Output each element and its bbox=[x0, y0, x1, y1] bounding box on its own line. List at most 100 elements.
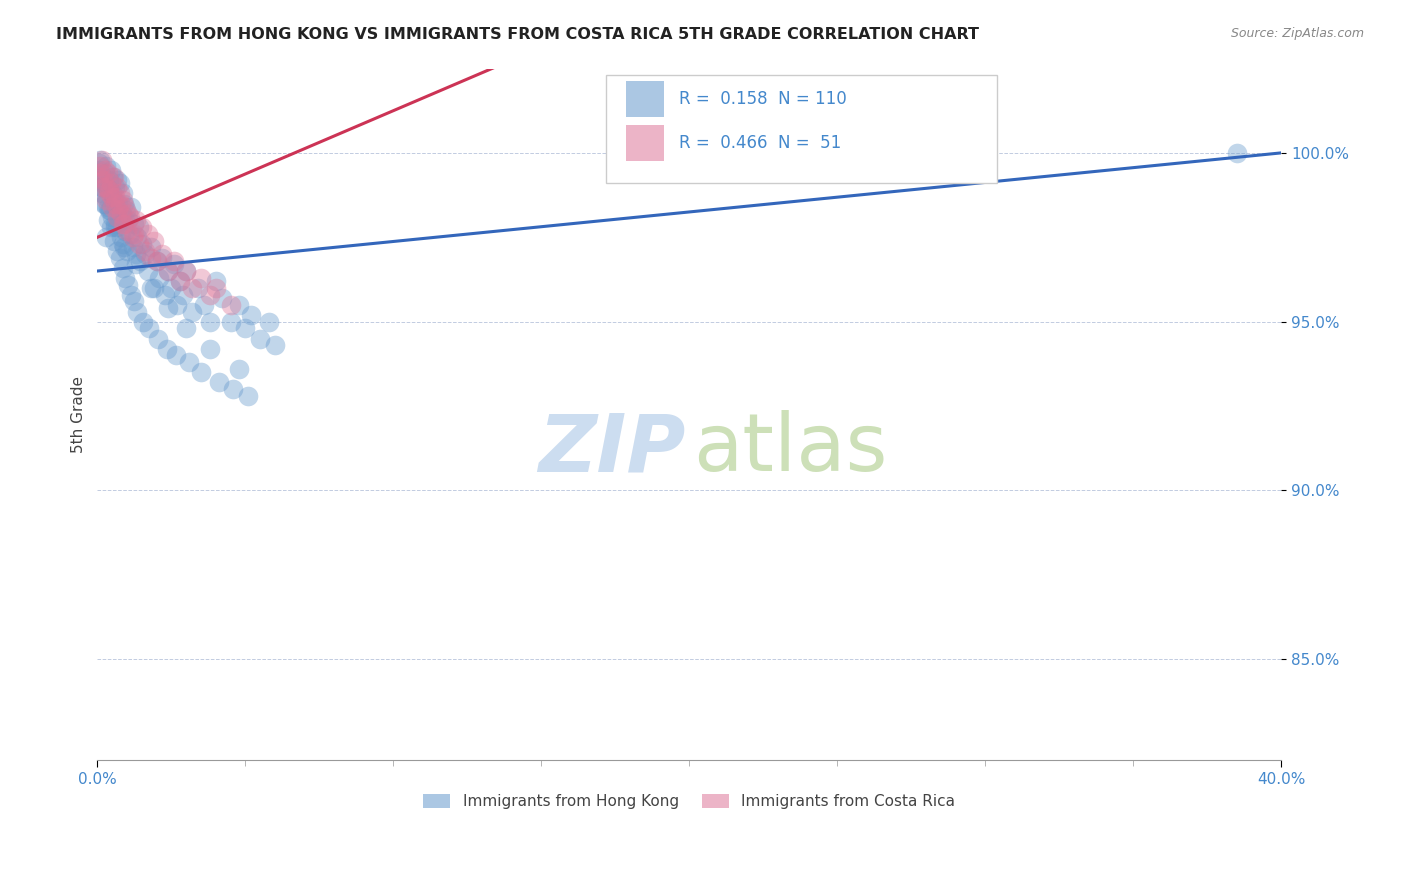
Point bbox=[115, 203, 138, 218]
Point bbox=[90, 186, 112, 201]
Point bbox=[264, 338, 287, 352]
Point bbox=[90, 179, 112, 194]
Point bbox=[124, 294, 146, 309]
Point bbox=[110, 207, 132, 221]
Text: atlas: atlas bbox=[693, 410, 887, 488]
Point bbox=[125, 213, 148, 227]
Point bbox=[145, 253, 167, 268]
Point bbox=[157, 301, 180, 315]
Point bbox=[233, 321, 256, 335]
Point bbox=[118, 210, 141, 224]
Point bbox=[190, 365, 212, 379]
Point bbox=[87, 169, 110, 184]
Point bbox=[156, 342, 179, 356]
Point bbox=[257, 315, 280, 329]
Point bbox=[169, 274, 191, 288]
Point bbox=[107, 220, 129, 235]
Point bbox=[127, 230, 149, 244]
Point bbox=[120, 200, 142, 214]
Point bbox=[103, 190, 125, 204]
Point bbox=[190, 270, 212, 285]
Point bbox=[127, 304, 149, 318]
Point bbox=[101, 169, 124, 184]
Point bbox=[117, 277, 139, 292]
Point bbox=[139, 281, 162, 295]
Point bbox=[181, 281, 204, 295]
Point bbox=[91, 173, 114, 187]
Point bbox=[228, 362, 250, 376]
Point bbox=[198, 342, 221, 356]
FancyBboxPatch shape bbox=[627, 125, 665, 161]
Point bbox=[152, 247, 174, 261]
Point bbox=[142, 234, 165, 248]
Legend: Immigrants from Hong Kong, Immigrants from Costa Rica: Immigrants from Hong Kong, Immigrants fr… bbox=[416, 788, 962, 815]
Point bbox=[96, 179, 118, 194]
Point bbox=[132, 315, 155, 329]
Point bbox=[103, 169, 125, 184]
Point bbox=[96, 160, 118, 174]
Text: Source: ZipAtlas.com: Source: ZipAtlas.com bbox=[1230, 27, 1364, 40]
Point bbox=[89, 160, 111, 174]
Point bbox=[114, 213, 136, 227]
Point bbox=[163, 253, 186, 268]
Point bbox=[142, 281, 165, 295]
Point bbox=[94, 196, 117, 211]
Point bbox=[129, 253, 152, 268]
Text: R =  0.466  N =  51: R = 0.466 N = 51 bbox=[679, 134, 841, 153]
Point bbox=[111, 193, 134, 207]
Point bbox=[134, 244, 156, 258]
Point bbox=[131, 220, 153, 235]
Point bbox=[134, 247, 156, 261]
Point bbox=[107, 196, 129, 211]
Point bbox=[89, 156, 111, 170]
FancyBboxPatch shape bbox=[606, 76, 997, 183]
Point bbox=[103, 234, 125, 248]
Point bbox=[157, 264, 180, 278]
Point bbox=[249, 332, 271, 346]
Text: IMMIGRANTS FROM HONG KONG VS IMMIGRANTS FROM COSTA RICA 5TH GRADE CORRELATION CH: IMMIGRANTS FROM HONG KONG VS IMMIGRANTS … bbox=[56, 27, 979, 42]
Point bbox=[219, 298, 242, 312]
Point bbox=[104, 200, 127, 214]
Point bbox=[181, 304, 204, 318]
Point bbox=[112, 217, 135, 231]
Point bbox=[97, 200, 120, 214]
Point bbox=[117, 207, 139, 221]
Point bbox=[165, 348, 187, 362]
Point bbox=[108, 251, 131, 265]
Point bbox=[157, 264, 180, 278]
Point bbox=[97, 183, 120, 197]
Point bbox=[117, 213, 139, 227]
Point bbox=[98, 203, 121, 218]
Point bbox=[107, 203, 129, 218]
Point bbox=[100, 220, 122, 235]
Point bbox=[148, 270, 170, 285]
Point bbox=[100, 210, 122, 224]
Point bbox=[155, 287, 177, 301]
Point bbox=[94, 193, 117, 207]
Point bbox=[124, 217, 146, 231]
Point bbox=[125, 247, 148, 261]
Point bbox=[112, 237, 135, 252]
Point bbox=[128, 237, 150, 252]
Point bbox=[111, 260, 134, 275]
Point bbox=[103, 217, 125, 231]
Point bbox=[89, 173, 111, 187]
Point bbox=[90, 153, 112, 167]
Point bbox=[136, 264, 159, 278]
Point bbox=[204, 274, 226, 288]
Point bbox=[104, 220, 127, 235]
Point bbox=[238, 389, 260, 403]
Point bbox=[108, 176, 131, 190]
Point bbox=[108, 186, 131, 201]
Point bbox=[128, 220, 150, 235]
Point bbox=[139, 251, 162, 265]
Point bbox=[112, 240, 135, 254]
Point bbox=[96, 179, 118, 194]
Point bbox=[152, 251, 174, 265]
Point bbox=[104, 179, 127, 194]
Point bbox=[105, 173, 128, 187]
Point bbox=[98, 183, 121, 197]
Point bbox=[187, 281, 209, 295]
Point bbox=[139, 240, 162, 254]
Point bbox=[174, 264, 197, 278]
